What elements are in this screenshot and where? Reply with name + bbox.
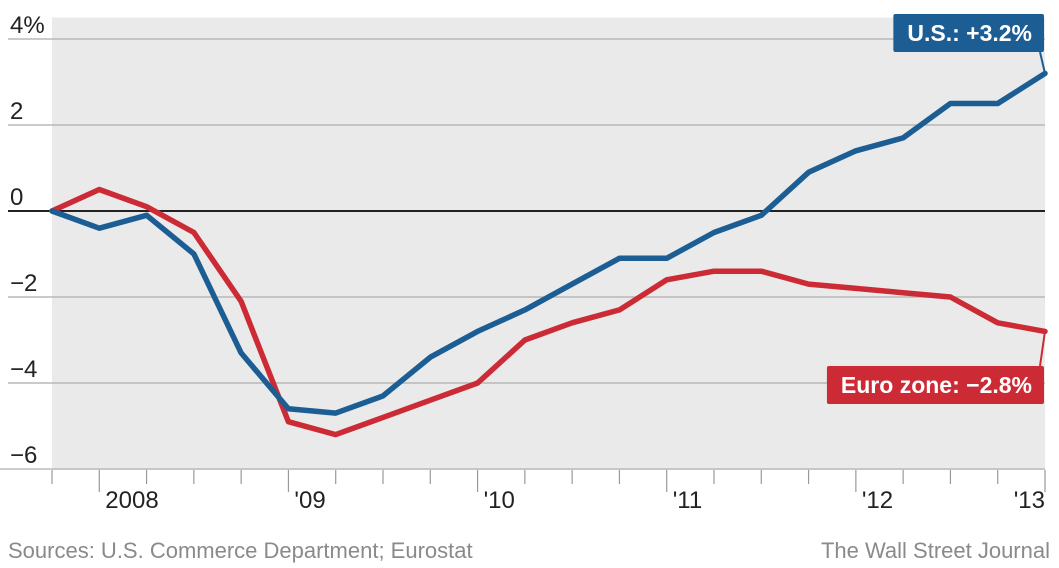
series-callouts: U.S.: +3.2% Euro zone: −2.8% <box>826 14 1046 404</box>
x-tick-label: '10 <box>484 487 515 514</box>
callout-u-s-: U.S.: +3.2% <box>893 14 1046 74</box>
y-tick-label: −2 <box>10 270 37 297</box>
x-axis-ticks: 2008 '09 '10 '11 '12 '13 <box>51 470 1046 514</box>
publisher-credit: The Wall Street Journal <box>821 538 1050 563</box>
series-lines <box>49 70 1048 438</box>
x-tick-label: '11 <box>673 487 703 514</box>
gridlines <box>0 38 1045 470</box>
y-tick-label: 0 <box>10 184 23 211</box>
source-note: Sources: U.S. Commerce Department; Euros… <box>8 538 473 563</box>
series-line-u-s- <box>49 70 1048 416</box>
x-tick-label: '09 <box>294 487 325 514</box>
callout-box <box>826 366 1044 404</box>
x-tick-label: '13 <box>1014 487 1045 514</box>
callout-euro-zone: Euro zone: −2.8% <box>826 331 1046 404</box>
y-axis-ticks: 4% 2 0 −2 −4 −6 <box>10 12 45 469</box>
y-tick-label: −6 <box>10 442 37 469</box>
y-tick-label: −4 <box>10 356 37 383</box>
callout-box <box>893 14 1044 52</box>
callout-leader <box>1039 51 1046 74</box>
y-tick-label: 4% <box>10 12 45 39</box>
series-line-euro-zone <box>49 186 1048 438</box>
x-tick-label: 2008 <box>105 487 158 514</box>
y-tick-label: 2 <box>10 98 23 125</box>
callout-leader <box>1039 331 1046 367</box>
callout-label: Euro zone: −2.8% <box>841 372 1032 398</box>
callout-label: U.S.: +3.2% <box>907 20 1032 46</box>
x-tick-label: '12 <box>862 487 893 514</box>
